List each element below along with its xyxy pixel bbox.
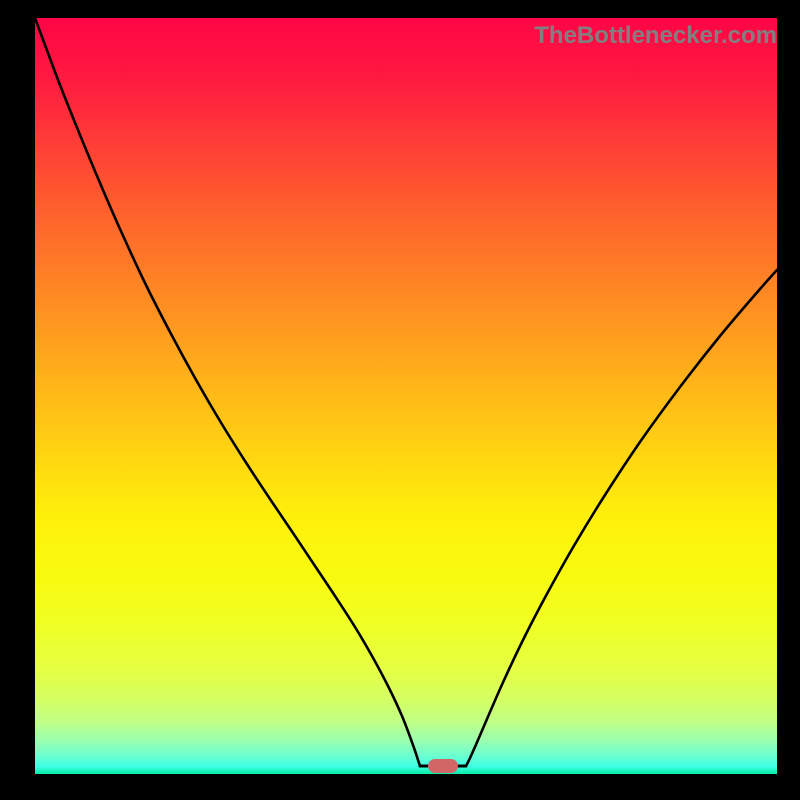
chart-frame: TheBottlenecker.com — [0, 0, 800, 800]
optimal-marker — [428, 759, 458, 773]
bottleneck-curve-right — [466, 270, 777, 766]
plot-area — [35, 18, 777, 774]
watermark-text: TheBottlenecker.com — [534, 22, 777, 50]
bottleneck-curve-left — [35, 18, 420, 766]
curve-layer — [35, 18, 777, 774]
